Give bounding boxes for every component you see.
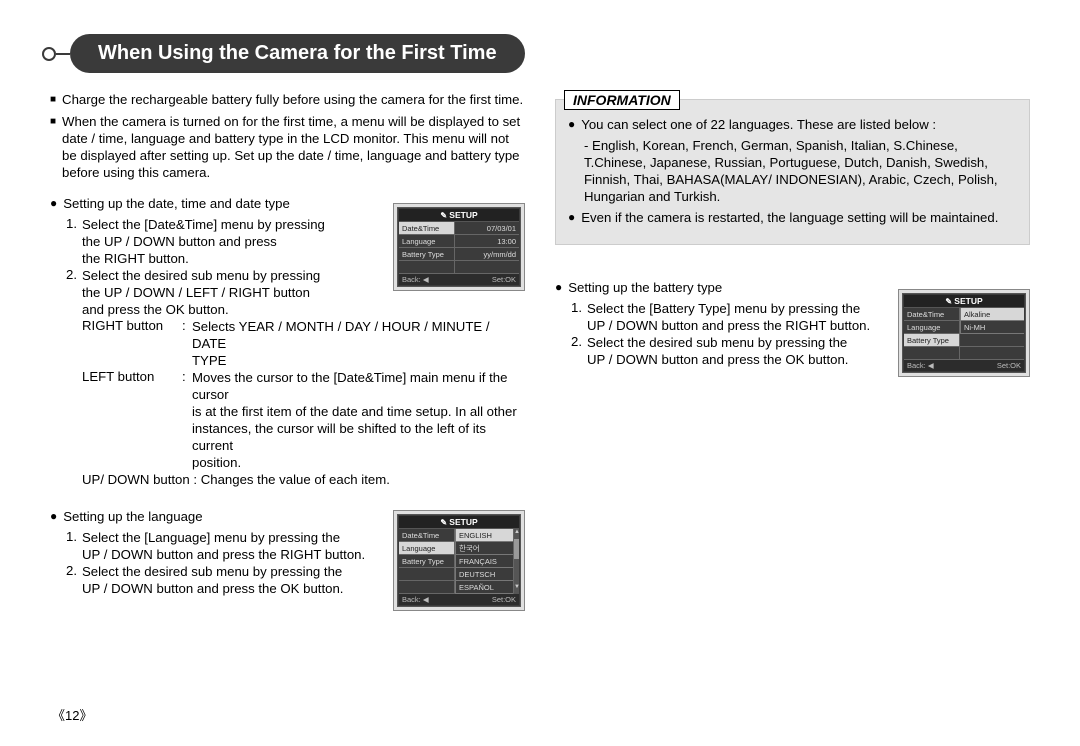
round-bullet-icon: ● (555, 279, 562, 296)
right-column: INFORMATION ● You can select one of 22 la… (555, 91, 1030, 611)
lcd-back: Back: ◀ (402, 595, 429, 604)
def-text: position. (192, 454, 241, 471)
lcd-row-batt: Battery Type (399, 248, 455, 261)
info-text: You can select one of 22 languages. Thes… (581, 116, 936, 133)
round-bullet-icon: ● (50, 508, 57, 525)
left-column: ■ Charge the rechargeable battery fully … (50, 91, 525, 611)
lcd-setok: Set:OK (492, 595, 516, 604)
step-text: and press the OK button. (82, 301, 229, 318)
step-num: 2. (66, 563, 82, 580)
lcd-row-date: Date&Time (399, 529, 455, 542)
lcd-row-batt: Battery Type (904, 334, 960, 347)
lcd-back: Back: ◀ (907, 361, 934, 370)
lcd-header: SETUP (904, 295, 1024, 308)
step-num: 1. (66, 216, 82, 233)
lcd-row-lang: Language (904, 321, 960, 334)
intro-text-2: When the camera is turned on for the fir… (62, 113, 525, 181)
lcd-val: 한국어 (455, 542, 513, 555)
lcd-val: DEUTSCH (455, 568, 513, 581)
step-text: Select the [Date&Time] menu by pressing (82, 216, 325, 233)
round-bullet-icon: ● (568, 209, 575, 226)
battery-section: SETUP Date&TimeAlkaline LanguageNi-MH Ba… (555, 279, 1030, 377)
step-text: Select the [Battery Type] menu by pressi… (587, 300, 860, 317)
step-num: 2. (66, 267, 82, 284)
lcd-row-lang: Language (399, 542, 455, 555)
lcd-empty (399, 261, 455, 274)
def-text: instances, the cursor will be shifted to… (192, 420, 525, 454)
lcd-empty (455, 261, 519, 274)
date-title: Setting up the date, time and date type (63, 195, 290, 212)
lcd-empty (904, 347, 960, 360)
lcd-val: FRANÇAIS (455, 555, 513, 568)
square-bullet-icon: ■ (50, 113, 56, 181)
language-section: SETUP Date&TimeENGLISH Language한국어 Batte… (50, 508, 525, 611)
intro-para-1: ■ Charge the rechargeable battery fully … (50, 91, 525, 109)
information-box: INFORMATION ●You can select one of 22 la… (555, 99, 1030, 245)
lcd-val: ESPAÑOL (455, 581, 513, 594)
lcd-val: Ni-MH (960, 321, 1024, 334)
step-text: UP / DOWN button and press the OK button… (82, 580, 343, 597)
updown-def: UP/ DOWN button : Changes the value of e… (82, 471, 390, 488)
info-languages-list: - English, Korean, French, German, Spani… (584, 137, 1017, 205)
manual-page: When Using the Camera for the First Time… (0, 0, 1080, 631)
page-number: 《12》 (52, 705, 92, 724)
lcd-empty (960, 334, 1024, 347)
lcd-val: 07/03/01 (455, 222, 519, 235)
lcd-mock-language: SETUP Date&TimeENGLISH Language한국어 Batte… (393, 510, 525, 611)
lcd-row-lang: Language (399, 235, 455, 248)
lcd-row-batt: Battery Type (399, 555, 455, 568)
page-title: When Using the Camera for the First Time (70, 34, 525, 73)
def-label: RIGHT button (82, 318, 182, 352)
lcd-row-date: Date&Time (399, 222, 455, 235)
two-column-layout: ■ Charge the rechargeable battery fully … (50, 91, 1030, 611)
right-button-def: RIGHT button:Selects YEAR / MONTH / DAY … (82, 318, 525, 352)
intro-text-1: Charge the rechargeable battery fully be… (62, 91, 523, 109)
left-button-def: LEFT button:Moves the cursor to the [Dat… (82, 369, 525, 403)
lcd-header: SETUP (399, 516, 519, 529)
round-bullet-icon: ● (568, 116, 575, 133)
step-text: Select the desired sub menu by pressing … (587, 334, 847, 351)
lcd-empty (399, 568, 455, 581)
round-bullet-icon: ● (50, 195, 57, 212)
lcd-val: yy/mm/dd (455, 248, 519, 261)
info-title: INFORMATION (564, 90, 680, 110)
step-num: 2. (571, 334, 587, 351)
lcd-back: Back: ◀ (402, 275, 429, 284)
step-text: Select the [Language] menu by pressing t… (82, 529, 340, 546)
def-text: Moves the cursor to the [Date&Time] main… (192, 369, 525, 403)
def-label: LEFT button (82, 369, 182, 403)
batt-title: Setting up the battery type (568, 279, 722, 296)
lcd-header: SETUP (399, 209, 519, 222)
step-text: UP / DOWN button and press the RIGHT but… (82, 546, 365, 563)
lcd-setok: Set:OK (492, 275, 516, 284)
lcd-row-date: Date&Time (904, 308, 960, 321)
lcd-mock-datetime: SETUP Date&Time07/03/01 Language13:00 Ba… (393, 203, 525, 291)
lcd-setok: Set:OK (997, 361, 1021, 370)
def-text: TYPE (192, 352, 226, 369)
step-text: Select the desired sub menu by pressing … (82, 563, 342, 580)
step-text: Select the desired sub menu by pressing (82, 267, 320, 284)
lcd-scrollbar: ▲▼ (513, 529, 519, 594)
info-text: Even if the camera is restarted, the lan… (581, 209, 998, 226)
date-section: SETUP Date&Time07/03/01 Language13:00 Ba… (50, 195, 525, 318)
step-text: UP / DOWN button and press the OK button… (587, 351, 848, 368)
step-text: UP / DOWN button and press the RIGHT but… (587, 317, 870, 334)
square-bullet-icon: ■ (50, 91, 56, 109)
step-text: the RIGHT button. (82, 250, 189, 267)
lcd-empty (399, 581, 455, 594)
lcd-val: 13:00 (455, 235, 519, 248)
step-num: 1. (66, 529, 82, 546)
lcd-empty (960, 347, 1024, 360)
lang-title: Setting up the language (63, 508, 202, 525)
step-num: 1. (571, 300, 587, 317)
lcd-val: ENGLISH (455, 529, 513, 542)
lcd-mock-battery: SETUP Date&TimeAlkaline LanguageNi-MH Ba… (898, 289, 1030, 377)
def-text: Selects YEAR / MONTH / DAY / HOUR / MINU… (192, 318, 525, 352)
def-text: is at the first item of the date and tim… (192, 403, 517, 420)
step-text: the UP / DOWN / LEFT / RIGHT button (82, 284, 310, 301)
step-text: the UP / DOWN button and press (82, 233, 277, 250)
lcd-val: Alkaline (960, 308, 1024, 321)
intro-para-2: ■ When the camera is turned on for the f… (50, 113, 525, 181)
